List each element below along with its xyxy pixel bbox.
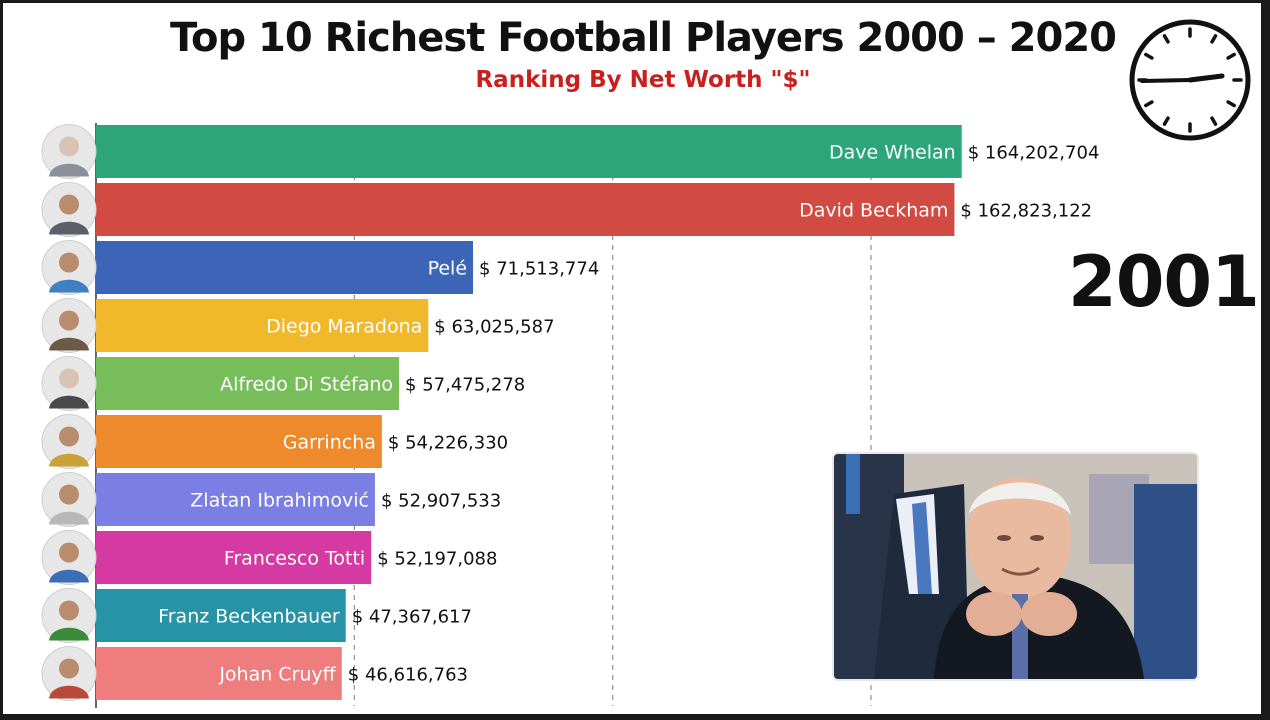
value-label-5: $ 57,475,278 xyxy=(405,375,525,396)
bar-4 xyxy=(96,299,429,352)
value-label-4: $ 63,025,587 xyxy=(434,317,554,338)
bar-label-7: Zlatan Ibrahimović xyxy=(190,490,369,512)
bar-label-4: Diego Maradona xyxy=(266,316,422,338)
avatars xyxy=(41,124,97,701)
bar-label-10: Johan Cruyff xyxy=(218,664,336,686)
bar-label-8: Francesco Totti xyxy=(224,548,365,570)
bar-5 xyxy=(96,357,400,410)
value-label-1: $ 164,202,704 xyxy=(968,143,1100,164)
value-label-10: $ 46,616,763 xyxy=(348,665,468,686)
player-photo xyxy=(832,452,1199,681)
avatar-8 xyxy=(41,530,97,585)
avatar-2 xyxy=(41,182,97,237)
bar-label-5: Alfredo Di Stéfano xyxy=(220,374,393,396)
bar-9 xyxy=(96,589,346,642)
avatar-10 xyxy=(41,646,97,701)
avatar-7 xyxy=(41,472,97,527)
avatar-6 xyxy=(41,414,97,469)
avatar-9 xyxy=(41,588,97,643)
bar-7 xyxy=(96,473,375,526)
year-label: 2001 xyxy=(1068,241,1260,323)
value-label-7: $ 52,907,533 xyxy=(381,491,501,512)
value-label-8: $ 52,197,088 xyxy=(377,549,497,570)
chart-title: Top 10 Richest Football Players 2000 – 2… xyxy=(169,15,1117,61)
bar-label-2: David Beckham xyxy=(799,200,948,222)
chart-frame: Top 10 Richest Football Players 2000 – 2… xyxy=(3,3,1261,714)
chart-subtitle: Ranking By Net Worth "$" xyxy=(475,67,811,93)
bar-chart: Dave Whelan $ 164,202,704 David Beckham $ 1… xyxy=(41,123,1099,708)
clock-icon xyxy=(1129,19,1251,141)
bars: Dave Whelan $ 164,202,704 David Beckham $ 1… xyxy=(96,125,1099,700)
bar-2 xyxy=(96,183,955,236)
avatar-3 xyxy=(41,240,97,295)
bar-label-3: Pelé xyxy=(428,258,467,280)
avatar-1 xyxy=(41,124,97,179)
value-label-2: $ 162,823,122 xyxy=(960,201,1092,222)
value-label-3: $ 71,513,774 xyxy=(479,259,599,280)
bar-3 xyxy=(96,241,474,294)
value-label-6: $ 54,226,330 xyxy=(388,433,508,454)
value-label-9: $ 47,367,617 xyxy=(352,607,472,628)
bar-1 xyxy=(96,125,962,178)
bar-8 xyxy=(96,531,372,584)
bar-label-9: Franz Beckenbauer xyxy=(158,606,340,628)
bar-label-1: Dave Whelan xyxy=(829,142,956,164)
bar-6 xyxy=(96,415,382,468)
avatar-4 xyxy=(41,298,97,353)
bar-10 xyxy=(96,647,342,700)
bar-label-6: Garrincha xyxy=(283,432,376,454)
avatar-5 xyxy=(41,356,97,411)
